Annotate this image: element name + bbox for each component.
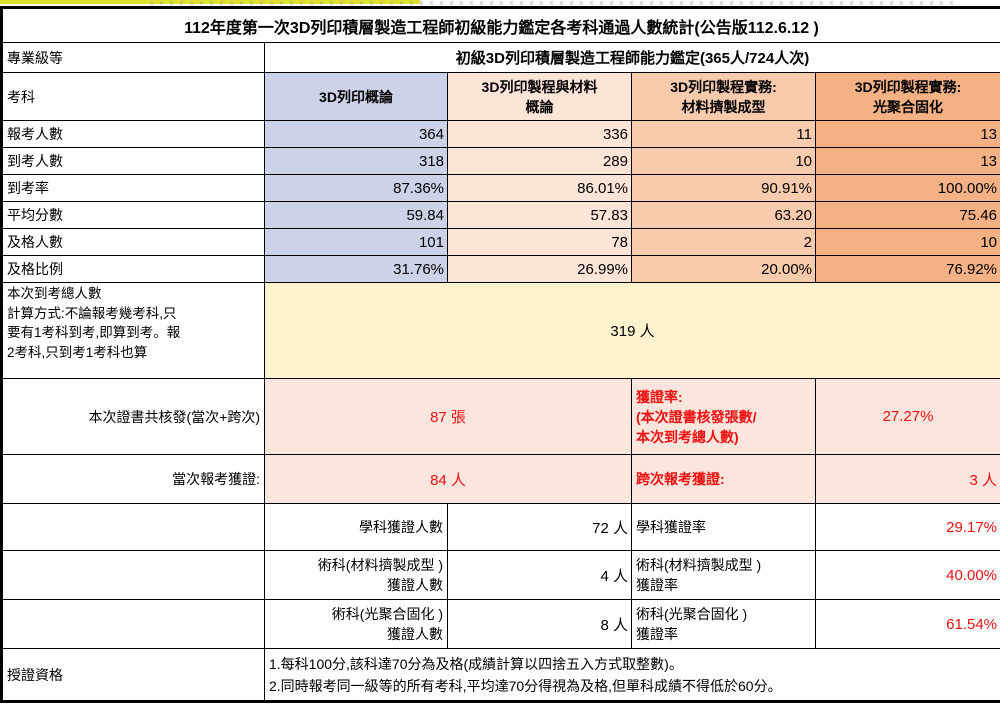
cell-value: 76.92% xyxy=(815,255,1000,283)
certification-rate-value: 27.27% xyxy=(815,378,1000,455)
cell-value: 20.00% xyxy=(631,255,816,283)
detail-count-value: 4 人 xyxy=(447,550,632,600)
row-label: 及格人數 xyxy=(1,228,265,256)
attended-total-value: 319 人 xyxy=(264,282,1000,379)
cell-value: 86.01% xyxy=(447,174,632,202)
certification-rate-label: 獲證率: (本次證書核發張數/ 本次到考總人數) xyxy=(631,378,816,455)
column-header-process-material: 3D列印製程與材料 概論 xyxy=(447,72,632,121)
detail-rate-label: 學科獲證率 xyxy=(631,503,816,551)
cell-value: 78 xyxy=(447,228,632,256)
subjects-label: 考科 xyxy=(1,72,265,121)
cell-value: 364 xyxy=(264,120,448,148)
cell-value: 101 xyxy=(264,228,448,256)
detail-rate-value: 61.54% xyxy=(815,599,1000,649)
cell-value: 26.99% xyxy=(447,255,632,283)
empty-cell xyxy=(1,599,265,649)
table-row: 報考人數 364 336 11 13 xyxy=(1,120,1000,148)
cell-value: 13 xyxy=(815,120,1000,148)
certificates-label: 本次證書共核發(當次+跨次) xyxy=(1,378,265,455)
level-label: 專業級等 xyxy=(1,42,265,73)
detail-rate-label: 術科(光聚合固化 ) 獲證率 xyxy=(631,599,816,649)
table-row: 學科獲證人數 72 人 學科獲證率 29.17% xyxy=(1,503,1000,551)
cell-value: 10 xyxy=(631,147,816,175)
qualification-notes: 1.每科100分,該科達70分為及格(成績計算以四捨五入方式取整數)。 2.同時… xyxy=(264,648,1000,702)
cell-value: 289 xyxy=(447,147,632,175)
cell-value: 10 xyxy=(815,228,1000,256)
row-label: 到考人數 xyxy=(1,147,265,175)
level-value: 初級3D列印積層製造工程師能力鑑定(365人/724人次) xyxy=(264,42,1000,73)
cell-value: 31.76% xyxy=(264,255,448,283)
row-label: 報考人數 xyxy=(1,120,265,148)
detail-count-value: 72 人 xyxy=(447,503,632,551)
cell-value: 63.20 xyxy=(631,201,816,229)
table-row: 術科(光聚合固化 ) 獲證人數 8 人 術科(光聚合固化 ) 獲證率 61.54… xyxy=(1,599,1000,649)
detail-rate-value: 29.17% xyxy=(815,503,1000,551)
detail-rate-value: 40.00% xyxy=(815,550,1000,600)
current-session-value: 84 人 xyxy=(264,454,632,504)
top-strip xyxy=(0,0,1000,6)
cell-value: 75.46 xyxy=(815,201,1000,229)
table-row: 及格比例 31.76% 26.99% 20.00% 76.92% xyxy=(1,255,1000,283)
row-label: 平均分數 xyxy=(1,201,265,229)
column-header-overview: 3D列印概論 xyxy=(264,72,448,121)
current-session-label: 當次報考獲證: xyxy=(1,454,265,504)
cell-value: 336 xyxy=(447,120,632,148)
cell-value: 90.91% xyxy=(631,174,816,202)
cell-value: 87.36% xyxy=(264,174,448,202)
column-header-material-extrusion: 3D列印製程實務: 材料擠製成型 xyxy=(631,72,816,121)
cell-value: 318 xyxy=(264,147,448,175)
cross-session-label: 跨次報考獲證: xyxy=(631,454,816,504)
cross-session-value: 3 人 xyxy=(815,454,1000,504)
cell-value: 2 xyxy=(631,228,816,256)
qualification-label: 授證資格 xyxy=(1,648,265,702)
row-label: 到考率 xyxy=(1,174,265,202)
cell-value: 11 xyxy=(631,120,816,148)
table-row: 到考人數 318 289 10 13 xyxy=(1,147,1000,175)
detail-rate-label: 術科(材料擠製成型 ) 獲證率 xyxy=(631,550,816,600)
cell-value: 57.83 xyxy=(447,201,632,229)
table-row: 及格人數 101 78 2 10 xyxy=(1,228,1000,256)
certificates-count: 87 張 xyxy=(264,378,632,455)
row-label: 及格比例 xyxy=(1,255,265,283)
table-row: 平均分數 59.84 57.83 63.20 75.46 xyxy=(1,201,1000,229)
column-header-photopolymerization: 3D列印製程實務: 光聚合固化 xyxy=(815,72,1000,121)
empty-cell xyxy=(1,503,265,551)
detail-count-value: 8 人 xyxy=(447,599,632,649)
cropped-row-artifact xyxy=(150,1,960,5)
table-row: 術科(材料擠製成型 ) 獲證人數 4 人 術科(材料擠製成型 ) 獲證率 40.… xyxy=(1,550,1000,600)
detail-count-label: 術科(材料擠製成型 ) 獲證人數 xyxy=(264,550,448,600)
cell-value: 100.00% xyxy=(815,174,1000,202)
highlight-bar xyxy=(0,0,420,4)
detail-count-label: 術科(光聚合固化 ) 獲證人數 xyxy=(264,599,448,649)
detail-count-label: 學科獲證人數 xyxy=(264,503,448,551)
table-row: 到考率 87.36% 86.01% 90.91% 100.00% xyxy=(1,174,1000,202)
attended-total-label: 本次到考總人數 計算方式:不論報考幾考科,只 要有1考科到考,即算到考。報 2考… xyxy=(1,282,265,379)
cell-value: 13 xyxy=(815,147,1000,175)
statistics-table: 112年度第一次3D列印積層製造工程師初級能力鑑定各考科通過人數統計(公告版11… xyxy=(0,6,1000,703)
cell-value: 59.84 xyxy=(264,201,448,229)
empty-cell xyxy=(1,550,265,600)
page-title: 112年度第一次3D列印積層製造工程師初級能力鑑定各考科通過人數統計(公告版11… xyxy=(1,7,1000,43)
